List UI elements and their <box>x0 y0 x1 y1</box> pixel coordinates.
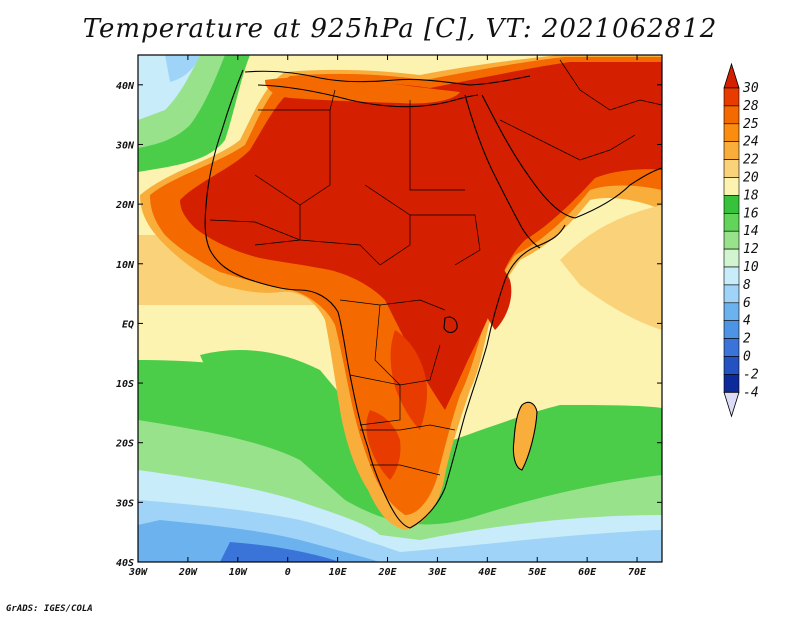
coast-madagascar <box>512 401 538 471</box>
colorbar-label: 4 <box>743 314 751 329</box>
colorbar-segment <box>723 105 740 125</box>
field-land-hot <box>180 62 662 410</box>
colorbar-label: 28 <box>743 99 759 114</box>
field-eq-green <box>200 350 345 400</box>
colorbar-label: 22 <box>743 153 759 168</box>
border-sahara-2 <box>329 89 336 111</box>
coast-med-north <box>244 70 531 86</box>
lat-tick-label: EQ <box>122 319 134 330</box>
colorbar-segment <box>723 177 740 196</box>
lon-tick-label: 20W <box>178 567 198 578</box>
colorbar-label: -4 <box>743 385 759 400</box>
lat-tick-label: 10N <box>116 260 135 271</box>
borders <box>209 59 662 476</box>
border-iran <box>559 59 662 111</box>
lat-tick-label: 30S <box>115 498 134 509</box>
border-angola <box>349 374 401 426</box>
lat-tick-label: 40N <box>116 81 135 92</box>
lon-tick-label: 30E <box>427 567 447 578</box>
colorbar-segment <box>723 374 740 393</box>
colorbar-segment <box>723 195 740 214</box>
coastlines <box>204 69 662 529</box>
coast-med-south <box>257 84 479 108</box>
border-chad <box>364 184 411 266</box>
field-s-blue2 <box>138 520 380 562</box>
field-madagascar <box>513 402 537 470</box>
colorbar-label: 0 <box>743 350 751 365</box>
colorbar-segment <box>723 338 740 357</box>
field-hot-south <box>390 330 428 430</box>
border-sa <box>370 464 441 476</box>
colorbar-segment <box>723 159 740 178</box>
field-n-atl-blue <box>165 55 200 82</box>
lat-tick-label: 10S <box>116 379 134 390</box>
colorbar-label: 2 <box>743 332 751 347</box>
lon-tick-label: 70E <box>628 567 647 578</box>
lon-tick-label: 50E <box>528 567 547 578</box>
colorbar-segment <box>723 320 740 339</box>
border-libya-egypt <box>409 100 465 191</box>
field-hot-east <box>460 230 512 330</box>
colorbar-label: 24 <box>743 135 759 150</box>
lon-tick-label: 60E <box>578 567 597 578</box>
colorbar-bottom-arrow <box>723 391 740 418</box>
colorbar-segment <box>723 284 740 304</box>
lon-tick-label: 20E <box>377 567 397 578</box>
colorbar-label: 12 <box>743 242 759 257</box>
lon-tick-label: 30W <box>128 567 148 578</box>
colorbar-segment <box>723 87 740 107</box>
colorbar-segment <box>723 266 740 286</box>
colorbar-segment <box>723 123 740 143</box>
colorbar-label: 20 <box>743 171 759 186</box>
coast-africa-east <box>409 224 566 529</box>
colorbar-label: 18 <box>743 188 759 203</box>
colorbar-segment <box>723 230 740 250</box>
colorbar-label: 16 <box>743 206 759 221</box>
colorbar-segment <box>723 213 740 232</box>
colorbar-segment <box>723 302 740 321</box>
temperature-field <box>138 55 662 562</box>
lat-tick-label: 20S <box>115 439 134 450</box>
lat-tick-label: 40S <box>116 558 134 569</box>
coast-arabia <box>481 94 662 219</box>
border-sudan <box>410 214 481 266</box>
coast-lake-victoria <box>443 316 458 334</box>
colorbar-label: -2 <box>743 367 759 382</box>
field-hot-kalahari <box>366 410 401 480</box>
border-saudi <box>499 119 636 161</box>
colorbar-segment <box>723 356 740 375</box>
colorbar-label: 6 <box>743 296 751 311</box>
border-mali <box>254 174 301 246</box>
colorbar-top-arrow <box>723 62 740 89</box>
axis-ticks: 30W 20W 10W 0 10E 20E 30E 40E 50E 60E 70E 40N 30N 20N… <box>115 55 662 578</box>
field-s-blue3 <box>220 542 340 562</box>
map-title: Temperature at 925hPa [C], VT: 202106281… <box>82 14 718 44</box>
map-frame <box>137 54 663 563</box>
lon-tick-label: 10W <box>229 567 248 578</box>
colorbar-segment <box>723 141 740 160</box>
colorbar-label: 8 <box>743 278 751 293</box>
border-central <box>339 299 446 311</box>
colorbar-label: 10 <box>743 260 759 275</box>
coast-africa-west <box>204 69 411 529</box>
colorbar-label: 14 <box>743 224 759 239</box>
lat-tick-label: 30N <box>115 140 135 151</box>
border-sahara-1 <box>258 109 331 206</box>
lon-tick-label: 0 <box>285 567 291 578</box>
colorbar-label: 25 <box>743 117 759 132</box>
border-south <box>360 424 456 431</box>
colorbar-segment <box>723 248 740 268</box>
colorbar-label: 30 <box>742 81 759 96</box>
coast-red-sea <box>464 94 541 249</box>
lon-tick-label: 10E <box>329 567 348 578</box>
field-arabian-sea <box>560 205 662 330</box>
credit-text: GrADS: IGES/COLA <box>6 604 93 614</box>
lon-tick-label: 40E <box>478 567 497 578</box>
border-sahel <box>209 219 381 266</box>
field-med <box>265 77 460 104</box>
lat-tick-label: 20N <box>115 200 135 211</box>
